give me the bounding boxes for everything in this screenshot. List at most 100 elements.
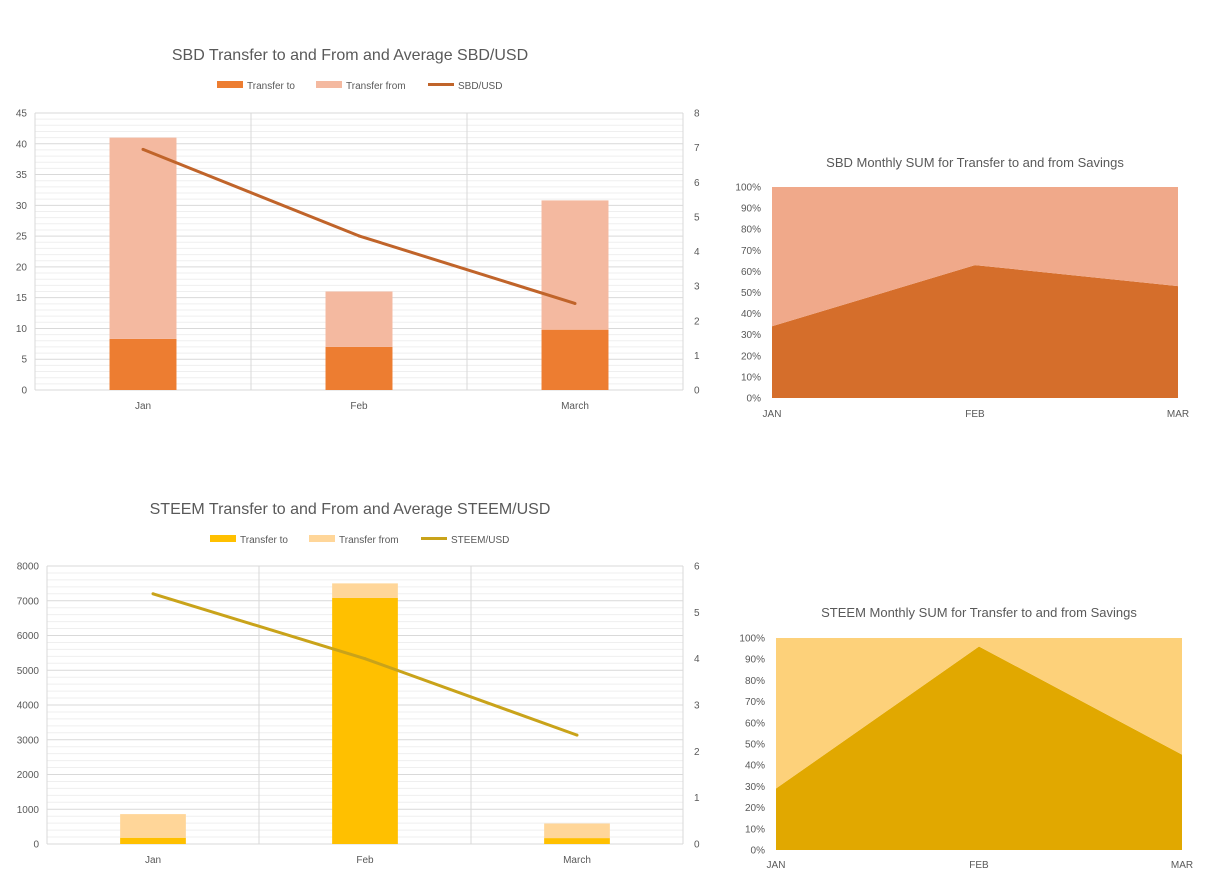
steem-area-y-tick-label: 0% (751, 846, 766, 857)
steem-combo-legend-label-0: Transfer to (240, 535, 288, 546)
steem-combo-legend-swatch-0 (210, 535, 236, 542)
steem-combo-y2-tick-label: 4 (694, 654, 700, 665)
sbd-combo-legend-label-2: SBD/USD (458, 81, 502, 92)
steem-combo-y-tick-label: 1000 (17, 805, 40, 816)
sbd-area-y-tick-label: 50% (741, 288, 761, 299)
sbd-combo-y-tick-label: 30 (16, 201, 28, 212)
sbd-area-y-tick-label: 30% (741, 330, 761, 341)
steem-combo-y-tick-label: 2000 (17, 770, 40, 781)
steem-combo-y2-tick-label: 1 (694, 793, 700, 804)
sbd-combo-x-tick-label: Jan (135, 401, 151, 412)
sbd-area-area-transfer-to (772, 265, 1178, 398)
steem-area-x-tick-label: JAN (767, 860, 786, 871)
sbd-area-y-tick-label: 20% (741, 351, 761, 362)
sbd-combo-bar-transfer-from (109, 137, 177, 339)
steem-area-y-tick-label: 90% (745, 655, 765, 666)
steem-combo-y-tick-label: 7000 (17, 596, 40, 607)
sbd-combo-chart: SBD Transfer to and From and Average SBD… (0, 30, 720, 420)
sbd-combo-y-tick-label: 45 (16, 109, 28, 120)
steem-area-y-tick-label: 20% (745, 803, 765, 814)
steem-area-x-tick-label: MAR (1171, 860, 1193, 871)
sbd-combo-chart-svg: SBD Transfer to and From and Average SBD… (16, 47, 700, 412)
sbd-combo-y2-tick-label: 1 (694, 351, 700, 362)
steem-area-y-tick-label: 10% (745, 824, 765, 835)
sbd-area-y-tick-label: 100% (735, 183, 761, 194)
steem-combo-y2-tick-label: 6 (694, 562, 700, 573)
steem-area-area-transfer-to (776, 646, 1182, 850)
sbd-combo-y2-tick-label: 6 (694, 178, 700, 189)
sbd-combo-legend-label-0: Transfer to (247, 81, 295, 92)
steem-combo-title: STEEM Transfer to and From and Average S… (150, 501, 551, 518)
sbd-area-y-tick-label: 60% (741, 267, 761, 278)
sbd-combo-legend-swatch-1 (316, 81, 342, 88)
steem-area-y-tick-label: 70% (745, 697, 765, 708)
sbd-area-chart-svg: SBD Monthly SUM for Transfer to and from… (735, 155, 1189, 420)
sbd-area-y-tick-label: 0% (747, 394, 762, 405)
steem-area-title: STEEM Monthly SUM for Transfer to and fr… (821, 605, 1137, 620)
steem-combo-x-tick-label: Jan (145, 855, 161, 866)
steem-combo-bar-transfer-to (544, 838, 610, 844)
sbd-combo-y-tick-label: 10 (16, 324, 28, 335)
sbd-combo-x-tick-label: March (561, 401, 589, 412)
steem-combo-bar-transfer-from (332, 583, 398, 598)
sbd-combo-x-tick-label: Feb (350, 401, 368, 412)
steem-combo-line-point (575, 733, 579, 737)
steem-combo-bar-transfer-to (120, 837, 186, 844)
sbd-combo-y-tick-label: 25 (16, 232, 28, 243)
steem-area-y-tick-label: 100% (739, 634, 765, 645)
steem-area-y-tick-label: 40% (745, 761, 765, 772)
sbd-area-y-tick-label: 80% (741, 225, 761, 236)
steem-combo-y-tick-label: 0 (33, 840, 39, 851)
sbd-area-y-tick-label: 70% (741, 246, 761, 257)
sbd-area-chart: SBD Monthly SUM for Transfer to and from… (720, 140, 1210, 430)
steem-area-area-transfer-from (776, 638, 1182, 789)
sbd-area-x-tick-label: JAN (763, 409, 782, 420)
sbd-combo-line-point (357, 234, 361, 238)
sbd-combo-legend-label-1: Transfer from (346, 81, 406, 92)
steem-area-x-tick-label: FEB (969, 860, 989, 871)
steem-combo-line-point (151, 592, 155, 596)
steem-combo-legend-label-2: STEEM/USD (451, 535, 509, 546)
sbd-combo-bar-transfer-to (541, 329, 609, 390)
steem-combo-y-tick-label: 3000 (17, 735, 40, 746)
sbd-combo-bar-transfer-from (541, 200, 609, 330)
sbd-combo-y2-tick-label: 3 (694, 282, 700, 293)
sbd-combo-y-tick-label: 15 (16, 293, 28, 304)
sbd-combo-title: SBD Transfer to and From and Average SBD… (172, 47, 528, 64)
sbd-area-x-tick-label: MAR (1167, 409, 1189, 420)
sbd-combo-line-point (573, 301, 577, 305)
sbd-area-area-transfer-from (772, 187, 1178, 327)
sbd-combo-line-series (142, 147, 576, 305)
sbd-combo-y2-tick-label: 2 (694, 316, 700, 327)
steem-area-chart: STEEM Monthly SUM for Transfer to and fr… (720, 590, 1210, 880)
steem-area-chart-svg: STEEM Monthly SUM for Transfer to and fr… (739, 605, 1193, 871)
steem-combo-bar-transfer-to (332, 597, 398, 844)
sbd-combo-y2-tick-label: 5 (694, 212, 700, 223)
sbd-combo-y-tick-label: 35 (16, 170, 28, 181)
steem-area-y-tick-label: 30% (745, 782, 765, 793)
steem-combo-y-tick-label: 5000 (17, 666, 40, 677)
sbd-combo-y2-tick-label: 8 (694, 109, 700, 120)
steem-combo-y-tick-label: 8000 (17, 562, 40, 573)
steem-combo-y2-tick-label: 3 (694, 701, 700, 712)
sbd-combo-line-point (141, 147, 145, 151)
steem-combo-y2-tick-label: 5 (694, 608, 700, 619)
steem-combo-x-tick-label: March (563, 855, 591, 866)
steem-area-y-tick-label: 60% (745, 718, 765, 729)
sbd-area-title: SBD Monthly SUM for Transfer to and from… (826, 155, 1124, 170)
sbd-combo-y-tick-label: 5 (21, 355, 27, 366)
sbd-combo-bar-transfer-from (325, 291, 393, 347)
steem-combo-bar-transfer-from (544, 823, 610, 839)
sbd-area-x-tick-label: FEB (965, 409, 985, 420)
sbd-area-y-tick-label: 10% (741, 372, 761, 383)
steem-combo-bar-transfer-from (120, 814, 186, 838)
steem-combo-x-tick-label: Feb (356, 855, 374, 866)
steem-combo-legend-swatch-1 (309, 535, 335, 542)
steem-combo-y-tick-label: 4000 (17, 701, 40, 712)
steem-combo-chart-svg: STEEM Transfer to and From and Average S… (17, 501, 700, 866)
steem-combo-y2-tick-label: 0 (694, 840, 700, 851)
steem-combo-line-point (363, 657, 367, 661)
sbd-combo-y2-tick-label: 0 (694, 386, 700, 397)
steem-combo-legend-label-1: Transfer from (339, 535, 399, 546)
sbd-combo-y2-tick-label: 7 (694, 143, 700, 154)
